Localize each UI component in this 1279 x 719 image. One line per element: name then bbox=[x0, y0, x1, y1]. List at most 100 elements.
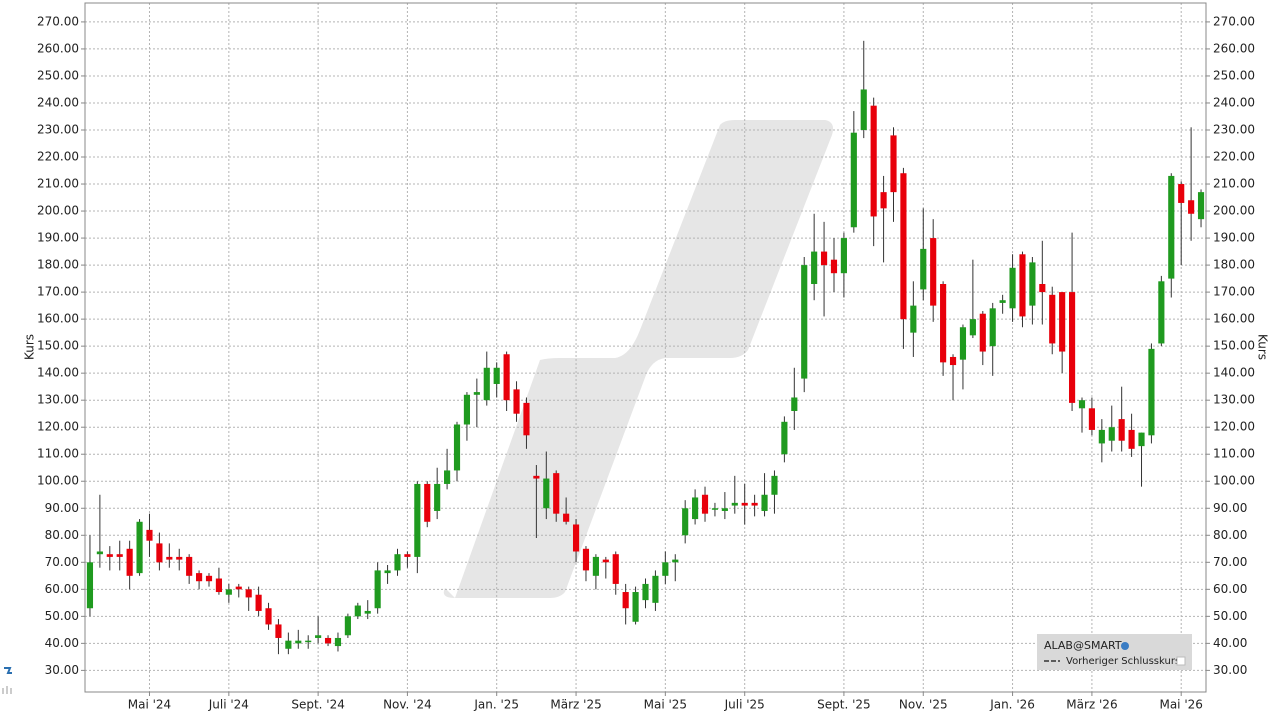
candle-body bbox=[989, 308, 996, 347]
y2-tick-label: 90.00 bbox=[1213, 501, 1247, 515]
x-tick-label: März '26 bbox=[1066, 698, 1117, 712]
x-tick-label: Sept. '25 bbox=[817, 698, 871, 712]
candle-body bbox=[900, 173, 907, 320]
candle-body bbox=[1029, 262, 1036, 306]
y-tick-label: 230.00 bbox=[37, 122, 79, 136]
candle-body bbox=[86, 562, 94, 609]
y-tick-label: 200.00 bbox=[37, 204, 79, 218]
candle-body bbox=[850, 132, 857, 228]
y-tick-label: 40.00 bbox=[45, 636, 79, 650]
candle-body bbox=[949, 356, 957, 366]
y2-tick-label: 170.00 bbox=[1213, 285, 1255, 299]
candle-body bbox=[801, 265, 808, 379]
y2-tick-label: 220.00 bbox=[1213, 150, 1255, 164]
candle-body bbox=[830, 259, 838, 274]
candle-body bbox=[553, 473, 560, 514]
candle-body bbox=[1019, 254, 1026, 317]
y-tick-label: 70.00 bbox=[45, 555, 79, 569]
candle-body bbox=[1197, 192, 1205, 220]
candle-body bbox=[255, 594, 262, 611]
candle-body bbox=[612, 554, 619, 584]
legend-label: ALAB@SMART bbox=[1044, 639, 1122, 652]
watermark bbox=[443, 120, 834, 598]
candle-body bbox=[126, 548, 133, 576]
candle-body bbox=[225, 589, 232, 595]
candle-body bbox=[205, 575, 213, 582]
y2-tick-label: 250.00 bbox=[1213, 68, 1255, 82]
y2-tick-label: 120.00 bbox=[1213, 420, 1255, 434]
candle-body bbox=[870, 105, 877, 217]
y2-tick-label: 30.00 bbox=[1213, 663, 1247, 677]
candle-body bbox=[96, 551, 103, 555]
y-tick-label: 100.00 bbox=[37, 474, 79, 488]
y-tick-label: 220.00 bbox=[37, 150, 79, 164]
y-tick-label: 30.00 bbox=[45, 663, 79, 677]
candle-body bbox=[662, 562, 669, 576]
plot-frame bbox=[84, 2, 1207, 693]
candle-body bbox=[106, 554, 113, 557]
candle-body bbox=[791, 397, 798, 411]
candle-body bbox=[503, 354, 510, 401]
candle-body bbox=[444, 470, 451, 484]
candle-body bbox=[1009, 267, 1016, 309]
candle-body bbox=[582, 548, 590, 571]
candle-body bbox=[434, 483, 441, 511]
y-tick-label: 260.00 bbox=[37, 41, 79, 55]
candle-body bbox=[305, 640, 312, 643]
x-tick-label: März '25 bbox=[550, 698, 601, 712]
candle-body bbox=[394, 554, 401, 571]
candle-body bbox=[761, 494, 768, 511]
candle-body bbox=[860, 89, 867, 130]
x-tick-label: Jan. '26 bbox=[989, 698, 1035, 712]
x-tick-label: Sept. '24 bbox=[291, 698, 345, 712]
y-tick-label: 130.00 bbox=[37, 393, 79, 407]
legend-box bbox=[1037, 634, 1192, 670]
y2-tick-label: 140.00 bbox=[1213, 366, 1255, 380]
y2-tick-label: 210.00 bbox=[1213, 177, 1255, 191]
candle-body bbox=[275, 624, 282, 638]
candle-body bbox=[176, 556, 183, 560]
y2-tick-label: 80.00 bbox=[1213, 528, 1247, 542]
icon[interactable] bbox=[4, 667, 12, 674]
candle-body bbox=[959, 327, 967, 360]
y-tick-label: 50.00 bbox=[45, 609, 79, 623]
candle-body bbox=[890, 135, 897, 193]
y-tick-label: 190.00 bbox=[37, 231, 79, 245]
x-tick-label: Nov. '25 bbox=[899, 698, 948, 712]
candle-body bbox=[235, 586, 242, 590]
candle-body bbox=[364, 610, 371, 614]
candle-body bbox=[572, 524, 580, 552]
legend-icon bbox=[1121, 642, 1129, 650]
y2-tick-label: 40.00 bbox=[1213, 636, 1247, 650]
candle-body bbox=[632, 592, 639, 622]
candle-body bbox=[156, 543, 163, 563]
toolbar-icons bbox=[2, 667, 12, 694]
candle-body bbox=[1088, 408, 1095, 430]
candle-body bbox=[533, 475, 540, 479]
candle-body bbox=[493, 367, 500, 384]
icon[interactable] bbox=[2, 686, 12, 694]
candle-body bbox=[592, 556, 599, 576]
y2-tick-label: 200.00 bbox=[1213, 204, 1255, 218]
y-tick-label: 240.00 bbox=[37, 95, 79, 109]
x-tick-label: Nov. '24 bbox=[383, 698, 432, 712]
candle-body bbox=[1128, 429, 1135, 449]
candle-body bbox=[1148, 348, 1155, 436]
y2-tick-label: 270.00 bbox=[1213, 14, 1255, 28]
y-tick-label: 160.00 bbox=[37, 312, 79, 326]
candle-body bbox=[771, 475, 778, 495]
x-tick-label: Juli '24 bbox=[208, 698, 249, 712]
x-tick-label: Mai '24 bbox=[128, 698, 171, 712]
candle-body bbox=[1098, 429, 1105, 444]
legend-checkbox[interactable] bbox=[1176, 656, 1186, 666]
y2-tick-label: 160.00 bbox=[1213, 312, 1255, 326]
candle-body bbox=[483, 367, 490, 401]
candle-body bbox=[1039, 284, 1046, 293]
candle-body bbox=[523, 402, 530, 436]
y-tick-label: 80.00 bbox=[45, 528, 79, 542]
candle-body bbox=[811, 251, 818, 285]
y2-tick-label: 100.00 bbox=[1213, 474, 1255, 488]
y-tick-label: 60.00 bbox=[45, 582, 79, 596]
candle-body bbox=[354, 605, 361, 617]
